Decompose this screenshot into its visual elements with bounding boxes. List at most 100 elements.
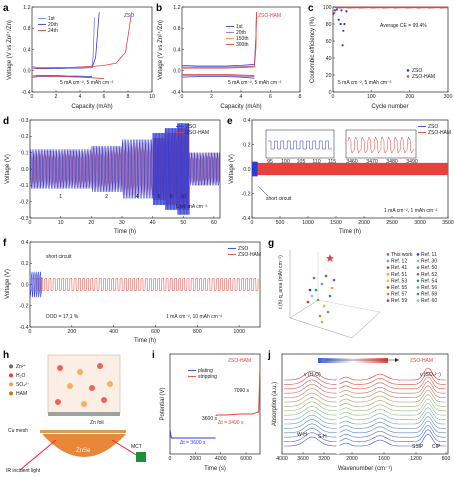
panel-g-legend-label: Ref. 54 — [421, 278, 437, 284]
panel-c-point-ZSO — [333, 9, 337, 12]
panel-h-molecule — [67, 383, 73, 389]
panel-a-ytick-label: 1.2 — [23, 5, 30, 11]
panel-f-ylabel: Voltage (V) — [5, 269, 11, 299]
panel-f-xtick-label: 1000 — [233, 329, 245, 335]
panel-e-legend-label: ZSO-HAM — [428, 130, 451, 136]
panel-j-xtick-label: 3600 — [297, 456, 309, 462]
panel-c-xtick-label: 100 — [367, 94, 376, 100]
panel-e-xtick-label: 3000 — [414, 220, 426, 226]
panel-d-ytick-label: -0.3 — [20, 216, 29, 222]
panel-g-point-ref — [314, 288, 318, 292]
panel-g-legend-swatch — [386, 272, 390, 276]
panel-f-ytick-label: 0.4 — [21, 240, 28, 246]
panel-a-series-24th-discharge — [32, 75, 105, 80]
panel-e-legend-label: ZSO — [428, 124, 438, 130]
panel-e-ytick-label: 0.2 — [243, 142, 250, 148]
panel-i-series-stripping — [215, 369, 261, 417]
panel-b-xtick-label: 4 — [240, 94, 243, 100]
panel-e-xtick-label: 2500 — [386, 220, 398, 226]
panel-d-rate-label: 10 — [180, 194, 186, 200]
panel-b-legend-label: 300th — [236, 42, 249, 48]
panel-c-legend-swatch — [406, 69, 410, 72]
panel-a-xtick-label: 6 — [103, 94, 106, 100]
panel-e-inset2-tick: 3460 — [346, 159, 358, 165]
panel-g-legend-swatch — [386, 279, 390, 283]
panel-g-legend-swatch — [416, 286, 420, 289]
panel-j-xtick-label: 4000 — [276, 456, 288, 462]
panel-g-point-ref — [318, 314, 322, 318]
panel-g-zlabel: t (h)·q_area (mAh cm⁻²) — [278, 255, 284, 309]
panel-g-point-ref — [316, 298, 320, 302]
panel-j-spectrum-trace — [284, 402, 446, 416]
panel-e-ylabel: Voltage (V) — [229, 154, 235, 184]
panel-c-ytick-label: 80 — [326, 22, 332, 28]
panel-g-legend-label: Ref. 41 — [391, 265, 407, 271]
panel-d-xtick-label: 60 — [211, 220, 217, 226]
panel-f-xtick-label: 0 — [29, 329, 32, 335]
panel-b-ytick-label: 1.2 — [173, 5, 180, 11]
panel-c-ytick-label: 0 — [329, 90, 332, 96]
panel-h-molecule — [55, 399, 61, 405]
panel-g-legend-swatch — [386, 286, 390, 289]
panel-h-species-legend: Zn²⁺ H₂O SO₄²⁻ HAM — [9, 364, 30, 397]
panel-e-inset-1: 95 100 105 110 115 — [265, 129, 336, 165]
panel-c-point-ZSO — [335, 8, 338, 11]
panel-j-tag: ZSO-HAM — [410, 358, 433, 364]
panel-h-species-label: HAM — [16, 391, 27, 397]
panel-g-point-ref — [332, 278, 336, 282]
panel-e-short-circuit: short circuit — [266, 196, 292, 202]
panel-h-molecule — [89, 385, 95, 391]
panel-j-spectrum-trace — [284, 372, 446, 385]
panel-b-legend-label: 1st — [236, 24, 243, 30]
panel-g-legend-label: Ref. 30 — [421, 259, 437, 265]
panel-j-spectrum-trace — [284, 411, 446, 425]
panel-a-plot — [31, 12, 132, 80]
panel-j-spectrum-trace — [284, 385, 446, 398]
panel-f-ytick-label: -0.4 — [20, 325, 29, 331]
panel-e-ytick-label: 0.0 — [243, 167, 250, 173]
panel-c-label: c — [308, 3, 314, 14]
panel-e-inset2-tick: 3490 — [406, 159, 418, 165]
panel-g-point-ref — [326, 310, 330, 314]
panel-i-frame — [169, 353, 261, 455]
panel-i-plot — [169, 369, 261, 439]
panel-e-xtick-label: 1500 — [330, 220, 342, 226]
panel-c-ytick-label: 60 — [326, 39, 332, 45]
panel-d-plot — [29, 123, 221, 215]
panel-b-ytick-label: 0.4 — [173, 47, 180, 53]
panel-g-point-ref — [330, 286, 334, 290]
panel-j-spectrum-trace — [284, 394, 446, 407]
panel-a-series-1st-charge — [31, 17, 95, 68]
panel-d-rate-label: 6 — [157, 194, 160, 200]
panel-c-point-ZSO — [342, 29, 345, 32]
panel-e-xtick-label: 2000 — [358, 220, 370, 226]
panel-e-yticks: -0.4 -0.2 0.0 0.2 0.4 — [242, 118, 254, 222]
panel-h-zn-foil — [48, 412, 120, 416]
panel-d-xtick-label: 0 — [29, 220, 32, 226]
panel-f-ytick-label: -0.2 — [20, 304, 29, 310]
panel-h-zn-foil-label: Zn foil — [90, 420, 104, 426]
panel-i-legend-label: plating — [198, 368, 213, 374]
panel-j-note: CIP — [432, 444, 441, 450]
panel-c-point-ZSO — [343, 22, 346, 26]
panel-d-rate-label: 1 — [59, 194, 62, 200]
panel-e-xtick-label: 500 — [276, 220, 285, 226]
panel-b-plot — [181, 12, 257, 79]
panel-c: c Average CE = 99.4% 5 mA cm⁻², 5 mAh cm… — [308, 3, 452, 110]
panel-b-series-20th-discharge — [182, 75, 255, 77]
panel-c-condition: 5 mA cm⁻², 5 mAh cm⁻² — [338, 80, 392, 86]
panel-g-legend-label: Ref. 53 — [391, 278, 407, 284]
panel-g-point-ref — [308, 288, 312, 292]
panel-j-xlabel: Wavenumber (cm⁻¹) — [338, 466, 392, 472]
panel-f-plot — [29, 271, 259, 298]
panel-j-spectrum-trace — [284, 380, 446, 394]
panel-g-3d-axes — [289, 250, 381, 339]
panel-f-xtick-label: 600 — [151, 329, 160, 335]
